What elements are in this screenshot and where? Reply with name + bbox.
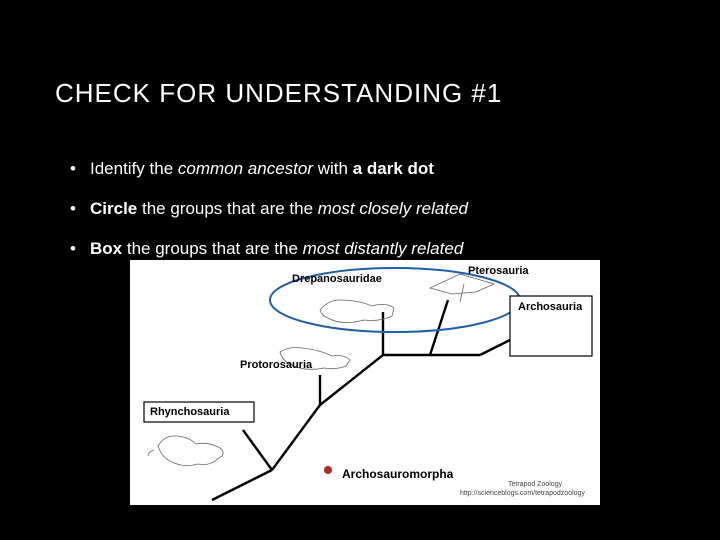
slide-title: CHECK FOR UNDERSTANDING #1 [55, 78, 502, 109]
cladogram-svg: Rhynchosauria Protorosauria Drepanosaurida… [130, 260, 600, 505]
cladogram-diagram: Rhynchosauria Protorosauria Drepanosaurida… [130, 260, 600, 505]
archosauria-label: Archosauria [518, 301, 583, 313]
credit-text: Tetrapod Zoology [508, 481, 563, 488]
pterosauria-label: Pterosauria [468, 265, 529, 277]
rhyncho-icon [148, 436, 223, 466]
bullet-item: Circle the groups that are the most clos… [70, 197, 680, 221]
common-ancestor-dot [324, 466, 332, 474]
bullet-list: Identify the common ancestor with a dark… [30, 157, 680, 276]
credit-text: http://scienceblogs.com/tetrapodzoology [460, 490, 585, 497]
bullet-item: Box the groups that are the most distant… [70, 237, 680, 261]
rhynchosauria-label: Rhynchosauria [150, 406, 230, 418]
drepanosauridae-label: Drepanosauridae [292, 273, 382, 285]
bullet-item: Identify the common ancestor with a dark… [70, 157, 680, 181]
slide: CHECK FOR UNDERSTANDING #1 Identify the … [0, 0, 720, 540]
drepano-icon [320, 300, 394, 323]
archosauromorpha-label: Archosauromorpha [342, 467, 454, 481]
protorosauria-label: Protorosauria [240, 359, 313, 371]
